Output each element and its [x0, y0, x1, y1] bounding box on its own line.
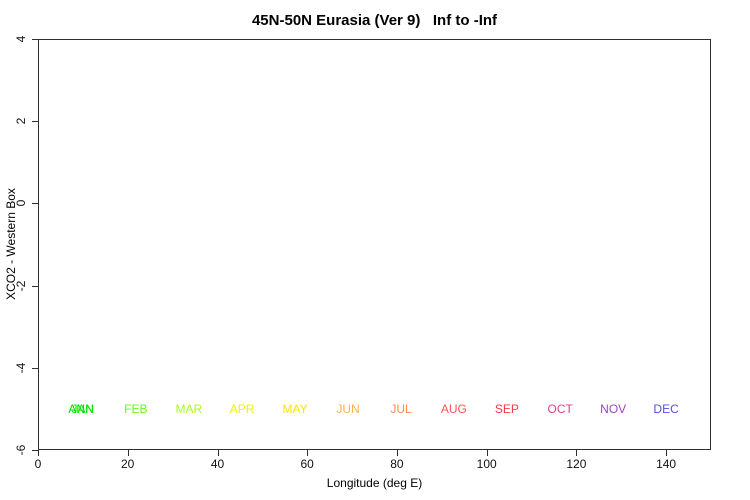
y-tick-label: -4	[14, 362, 28, 374]
x-tick-mark	[307, 450, 309, 456]
y-tick-mark	[32, 39, 38, 40]
x-tick-label: 140	[656, 457, 677, 471]
y-tick-label: 2	[14, 117, 28, 125]
chart-title: 45N-50N Eurasia (Ver 9) Inf to -Inf	[251, 12, 498, 29]
x-tick-label: 20	[121, 457, 135, 471]
x-tick-label: 60	[300, 457, 314, 471]
month-label-dec: DEC	[653, 401, 679, 416]
month-label-mar: MAR	[175, 401, 203, 416]
plot-area	[38, 39, 711, 450]
x-tick-mark	[576, 450, 578, 456]
y-tick-label: 4	[14, 35, 28, 43]
x-tick-mark	[217, 450, 219, 456]
x-tick-mark	[666, 450, 668, 456]
x-tick-label: 80	[390, 457, 404, 471]
month-label-jun: JUN	[336, 401, 360, 416]
y-tick-mark	[32, 450, 38, 451]
y-axis-label: XCO2 - Western Box	[4, 188, 18, 300]
month-label-aug: AUG	[440, 401, 467, 416]
x-tick-mark	[127, 450, 129, 456]
x-tick-label: 0	[34, 457, 42, 471]
y-tick-mark	[32, 121, 38, 123]
x-tick-label: 100	[476, 457, 497, 471]
month-label-oct: OCT	[547, 401, 573, 416]
x-tick-label: 40	[210, 457, 225, 471]
month-label-may: MAY	[282, 401, 308, 416]
x-tick-mark	[38, 450, 39, 456]
month-label-nov: NOV	[600, 401, 627, 416]
x-tick-mark	[486, 450, 488, 456]
y-tick-mark	[32, 285, 38, 287]
month-label-sep: SEP	[494, 401, 519, 416]
y-tick-mark	[32, 203, 38, 205]
x-tick-mark	[396, 450, 398, 456]
x-tick-label: 120	[566, 457, 587, 471]
y-tick-label: -6	[14, 444, 28, 456]
month-label-jul: JUL	[390, 401, 412, 416]
y-tick-mark	[32, 367, 38, 369]
month-label-jan: JAN	[71, 401, 95, 416]
month-label-apr: APR	[229, 401, 255, 416]
month-label-ann: ANN	[68, 401, 94, 416]
x-axis-label: Longitude (deg E)	[326, 476, 423, 490]
month-label-feb: FEB	[124, 401, 148, 416]
